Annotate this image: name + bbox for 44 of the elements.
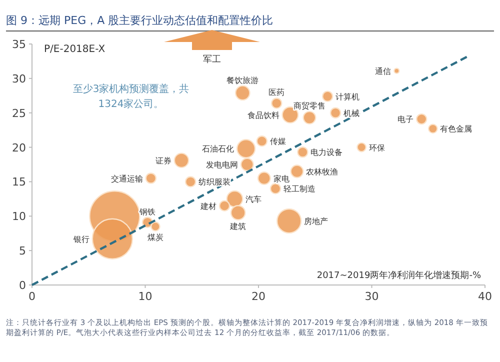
annotation: 发电电网: [206, 160, 238, 170]
annotation: 食品饮料: [247, 110, 280, 120]
x-tick-label: 10: [138, 290, 152, 303]
y-tick-label: 20: [12, 141, 26, 154]
x-tick-label: 40: [478, 290, 492, 303]
annotation: 传媒: [270, 137, 286, 146]
annotation: 农林牧渔: [306, 167, 338, 176]
x-axis-title: 2017~2019两年净利润年化增速预期-%: [316, 270, 482, 281]
annotation: 电力设备: [310, 148, 343, 158]
chart-title: 图 9：远期 PEG，A 股主要行业动态估值和配置性价比: [6, 14, 274, 27]
annotation: 石油石化: [202, 144, 234, 154]
annotation: 交通运输: [110, 174, 143, 184]
annotation: 证券: [155, 156, 172, 166]
x-tick-label: 30: [364, 290, 379, 303]
annotation: 医药: [268, 88, 285, 98]
annotation: 煤炭: [147, 232, 164, 242]
annotation: 有色金属: [440, 124, 472, 134]
annotation: 环保: [368, 143, 385, 152]
annotation: 轻工制造: [283, 184, 316, 194]
annotation: 汽车: [246, 194, 262, 204]
x-tick-label: 20: [252, 290, 266, 303]
y-tick-label: 25: [12, 106, 26, 120]
annotation: 建材: [200, 202, 217, 211]
annotation: 家电: [273, 174, 290, 184]
annotation: 银行: [72, 234, 90, 244]
y-tick-label: 0: [19, 279, 26, 292]
y-tick-label: 5: [19, 244, 26, 258]
annotation: 至少3家机构预测覆盖，共1324家公司。: [72, 82, 190, 112]
annotation: 纺织服装: [198, 178, 231, 187]
y-tick-label: 30: [12, 72, 26, 86]
annotation: 餐饮旅游: [226, 76, 259, 85]
y-tick-label: 10: [12, 210, 26, 224]
annotation: 电子: [398, 115, 414, 124]
y-axis-title: P/E-2018E-X: [44, 44, 106, 55]
annotation: 通信: [375, 66, 392, 76]
y-tick-label: 15: [12, 176, 26, 189]
annotation: 计算机: [336, 92, 360, 102]
annotation: 钢铁: [138, 207, 156, 216]
annotation: 商贸零售: [293, 102, 326, 111]
annotation: 建筑: [229, 222, 246, 231]
x-tick-label: 0: [28, 290, 36, 303]
annotation: 房地产: [304, 216, 328, 226]
y-tick-label: 35: [12, 38, 26, 51]
annotation: 军工: [203, 54, 221, 65]
